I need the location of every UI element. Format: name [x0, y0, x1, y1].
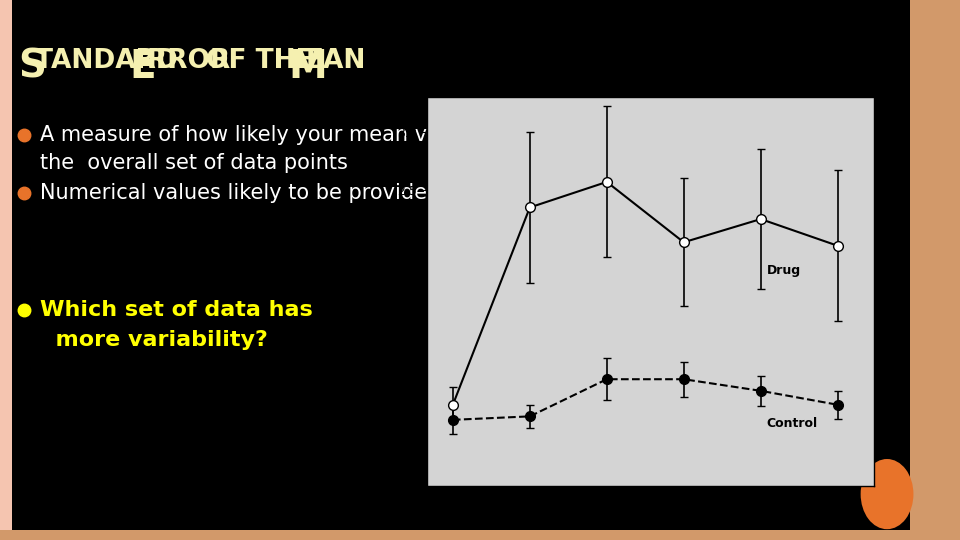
Text: TANDARD: TANDARD	[36, 48, 187, 74]
Text: M: M	[288, 48, 327, 86]
Bar	[0, 530, 910, 540]
Bar	[0, 0, 12, 540]
Text: OF THE: OF THE	[205, 48, 323, 74]
Bar	[910, 0, 960, 540]
Text: S: S	[18, 48, 46, 86]
Text: EAN: EAN	[305, 48, 366, 74]
Text: the  overall set of data points: the overall set of data points	[40, 153, 348, 173]
Text: more variability?: more variability?	[40, 330, 268, 350]
Text: Which set of data has: Which set of data has	[40, 300, 313, 320]
Text: E: E	[130, 48, 156, 86]
Text: A measure of how likely your mean value is to represent: A measure of how likely your mean value …	[40, 125, 630, 145]
X-axis label: Time (min): Time (min)	[612, 515, 688, 529]
Text: Control: Control	[766, 417, 818, 430]
Y-axis label: Activity: Activity	[377, 266, 392, 318]
Text: Numerical values likely to be provided…just plug in!: Numerical values likely to be provided…j…	[40, 183, 586, 203]
Ellipse shape	[861, 459, 914, 529]
Text: Drug: Drug	[766, 264, 801, 276]
Text: RROR: RROR	[147, 48, 239, 74]
